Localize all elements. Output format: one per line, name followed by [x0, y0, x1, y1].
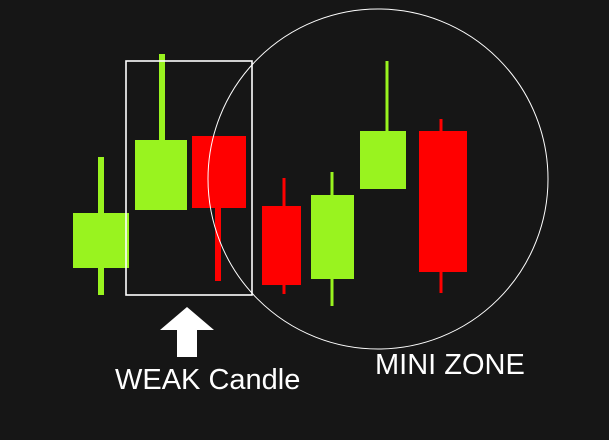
candle-body [135, 140, 187, 210]
candle-body [262, 206, 301, 285]
candles-layer [73, 54, 467, 306]
candle-body [73, 213, 129, 268]
candle-3-bearish [192, 136, 246, 281]
candle-body [360, 131, 406, 189]
candle-6-bullish [360, 61, 406, 189]
arrow-up-icon [160, 307, 214, 357]
mini-zone-label: MINI ZONE [375, 349, 525, 381]
candle-5-bullish [311, 172, 354, 306]
candle-body [192, 136, 246, 208]
candle-body [311, 195, 354, 279]
candle-7-bearish [419, 119, 467, 293]
candle-4-bearish [262, 178, 301, 294]
candle-2-bullish [135, 54, 187, 210]
candle-1-bullish [73, 157, 129, 295]
weak-candle-label: WEAK Candle [115, 364, 301, 396]
mini-zone-circle [207, 8, 549, 350]
weak-candle-highlight-box [125, 60, 253, 296]
candle-body [419, 131, 467, 272]
